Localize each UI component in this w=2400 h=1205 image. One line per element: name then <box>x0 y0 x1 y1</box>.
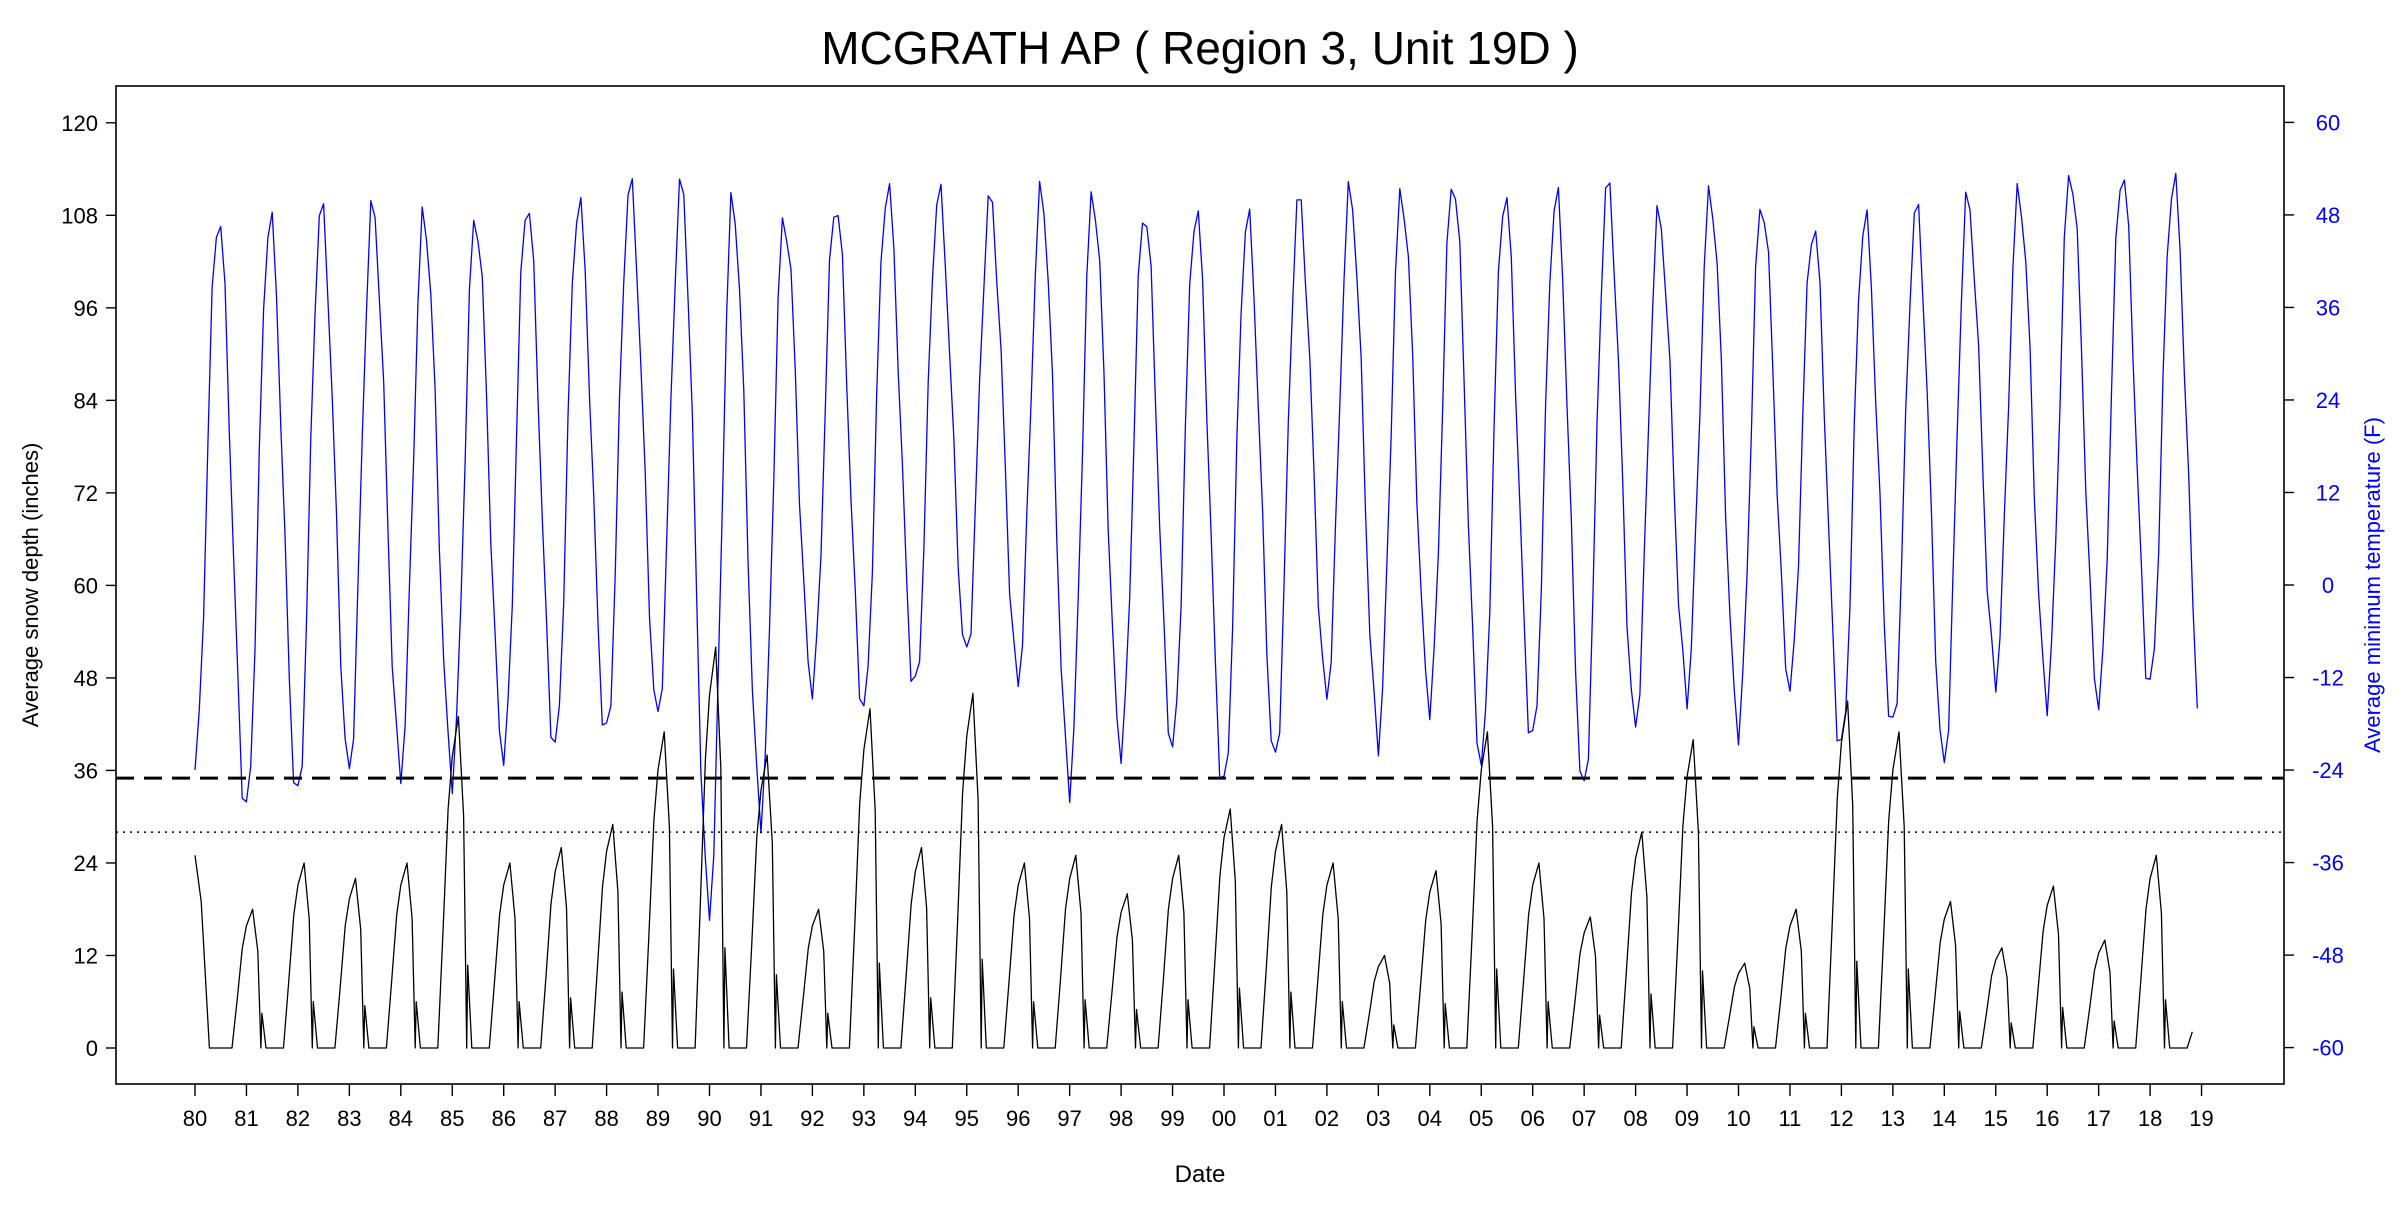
x-axis-tick-label: 19 <box>2189 1106 2213 1131</box>
x-axis-tick-label: 14 <box>1932 1106 1956 1131</box>
x-axis-tick-label: 95 <box>955 1106 979 1131</box>
x-axis-tick-label: 84 <box>389 1106 413 1131</box>
x-axis-tick-label: 05 <box>1469 1106 1493 1131</box>
x-axis-tick-label: 80 <box>183 1106 207 1131</box>
x-axis-tick-label: 91 <box>749 1106 773 1131</box>
chart-title: MCGRATH AP ( Region 3, Unit 19D ) <box>821 22 1579 74</box>
x-axis-tick-label: 89 <box>646 1106 670 1131</box>
left-axis-tick-label: 108 <box>61 203 98 228</box>
left-axis-tick-label: 48 <box>74 666 98 691</box>
x-axis-tick-label: 08 <box>1623 1106 1647 1131</box>
x-axis-tick-label: 06 <box>1520 1106 1544 1131</box>
x-axis-tick-label: 10 <box>1726 1106 1750 1131</box>
x-axis-tick-label: 98 <box>1109 1106 1133 1131</box>
x-axis-tick-label: 99 <box>1160 1106 1184 1131</box>
x-axis-tick-label: 96 <box>1006 1106 1030 1131</box>
x-axis-tick-label: 97 <box>1057 1106 1081 1131</box>
axes-layer: 01224364860728496108120-60-48-36-24-1201… <box>61 110 2344 1131</box>
right-axis-tick-label: 24 <box>2316 388 2340 413</box>
x-axis-tick-label: 16 <box>2035 1106 2059 1131</box>
series-layer <box>194 172 2198 1049</box>
x-axis-tick-label: 02 <box>1315 1106 1339 1131</box>
x-axis-tick-label: 00 <box>1212 1106 1236 1131</box>
x-axis-tick-label: 85 <box>440 1106 464 1131</box>
left-axis-tick-label: 12 <box>74 943 98 968</box>
right-axis-tick-label: -36 <box>2312 851 2344 876</box>
x-axis-tick-label: 93 <box>852 1106 876 1131</box>
left-axis-tick-label: 72 <box>74 481 98 506</box>
right-axis-tick-label: 0 <box>2322 573 2334 598</box>
right-axis-tick-label: -24 <box>2312 758 2344 783</box>
x-axis-tick-label: 09 <box>1675 1106 1699 1131</box>
right-axis-tick-label: 12 <box>2316 480 2340 505</box>
x-axis-tick-label: 83 <box>337 1106 361 1131</box>
x-axis-tick-label: 01 <box>1263 1106 1287 1131</box>
left-axis-tick-label: 60 <box>74 573 98 598</box>
x-axis-tick-label: 87 <box>543 1106 567 1131</box>
left-axis-tick-label: 84 <box>74 388 98 413</box>
x-axis-tick-label: 12 <box>1829 1106 1853 1131</box>
x-axis-tick-label: 17 <box>2086 1106 2110 1131</box>
left-axis-tick-label: 36 <box>74 758 98 783</box>
left-axis-tick-label: 0 <box>86 1036 98 1061</box>
left-axis-tick-label: 120 <box>61 111 98 136</box>
x-axis-tick-label: 81 <box>234 1106 258 1131</box>
temperature-series-line <box>194 172 2198 921</box>
left-axis-tick-label: 96 <box>74 296 98 321</box>
x-axis-tick-label: 04 <box>1418 1106 1442 1131</box>
x-axis-tick-label: 13 <box>1881 1106 1905 1131</box>
right-axis-tick-label: -48 <box>2312 943 2344 968</box>
right-axis-label: Average minimum temperature (F) <box>2360 417 2385 753</box>
x-axis-tick-label: 18 <box>2138 1106 2162 1131</box>
x-axis-tick-label: 90 <box>697 1106 721 1131</box>
x-axis-tick-label: 82 <box>286 1106 310 1131</box>
x-axis-tick-label: 86 <box>491 1106 515 1131</box>
right-axis-tick-label: -60 <box>2312 1036 2344 1061</box>
x-axis-tick-label: 88 <box>594 1106 618 1131</box>
x-axis-tick-label: 03 <box>1366 1106 1390 1131</box>
right-axis-tick-label: 36 <box>2316 295 2340 320</box>
right-axis-tick-label: 60 <box>2316 110 2340 135</box>
x-axis-label: Date <box>1175 1161 1226 1188</box>
reference-lines-layer <box>116 776 2284 833</box>
left-axis-label: Average snow depth (inches) <box>18 443 43 728</box>
right-axis-tick-label: -12 <box>2312 666 2344 691</box>
left-axis-tick-label: 24 <box>74 851 98 876</box>
right-axis-tick-label: 48 <box>2316 203 2340 228</box>
x-axis-tick-label: 11 <box>1779 1106 1802 1131</box>
snow-depth-series-line <box>194 646 2193 1049</box>
x-axis-tick-label: 94 <box>903 1106 927 1131</box>
x-axis-tick-label: 07 <box>1572 1106 1596 1131</box>
x-axis-tick-label: 15 <box>1984 1106 2008 1131</box>
x-axis-tick-label: 92 <box>800 1106 824 1131</box>
